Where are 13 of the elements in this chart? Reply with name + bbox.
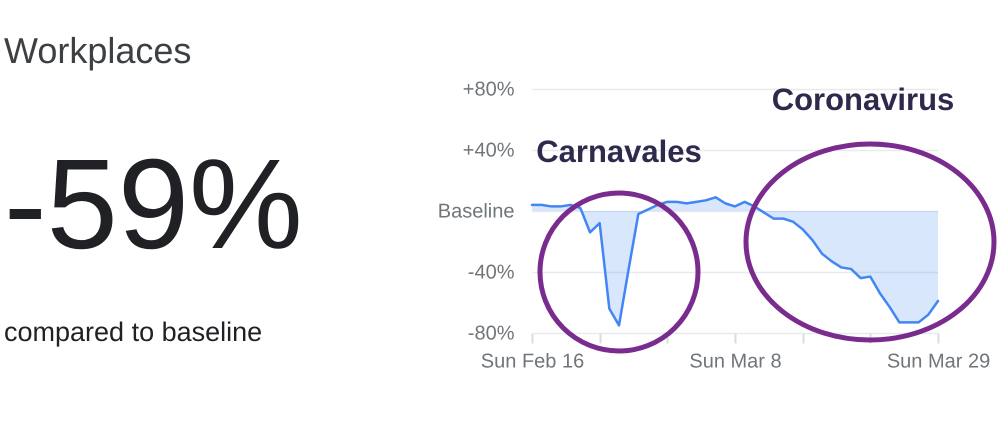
y-tick-label: -40%	[468, 262, 515, 284]
y-tick-label: +40%	[462, 140, 515, 162]
x-tick-label: Sun Mar 29	[886, 350, 990, 372]
y-tick-label: +80%	[462, 78, 515, 100]
annotation: Carnavales	[536, 134, 702, 170]
text: compared to baseline	[4, 317, 262, 348]
annotation: Coronavirus	[772, 82, 954, 118]
x-tick-label: Sun Feb 16	[480, 350, 584, 372]
y-tick-label: Baseline	[438, 200, 514, 222]
y-tick-label: -80%	[468, 322, 515, 344]
chart-subtitle: -59%	[4, 133, 303, 276]
x-tick-label: Sun Mar 8	[689, 350, 782, 372]
text: Workplaces	[4, 30, 192, 71]
